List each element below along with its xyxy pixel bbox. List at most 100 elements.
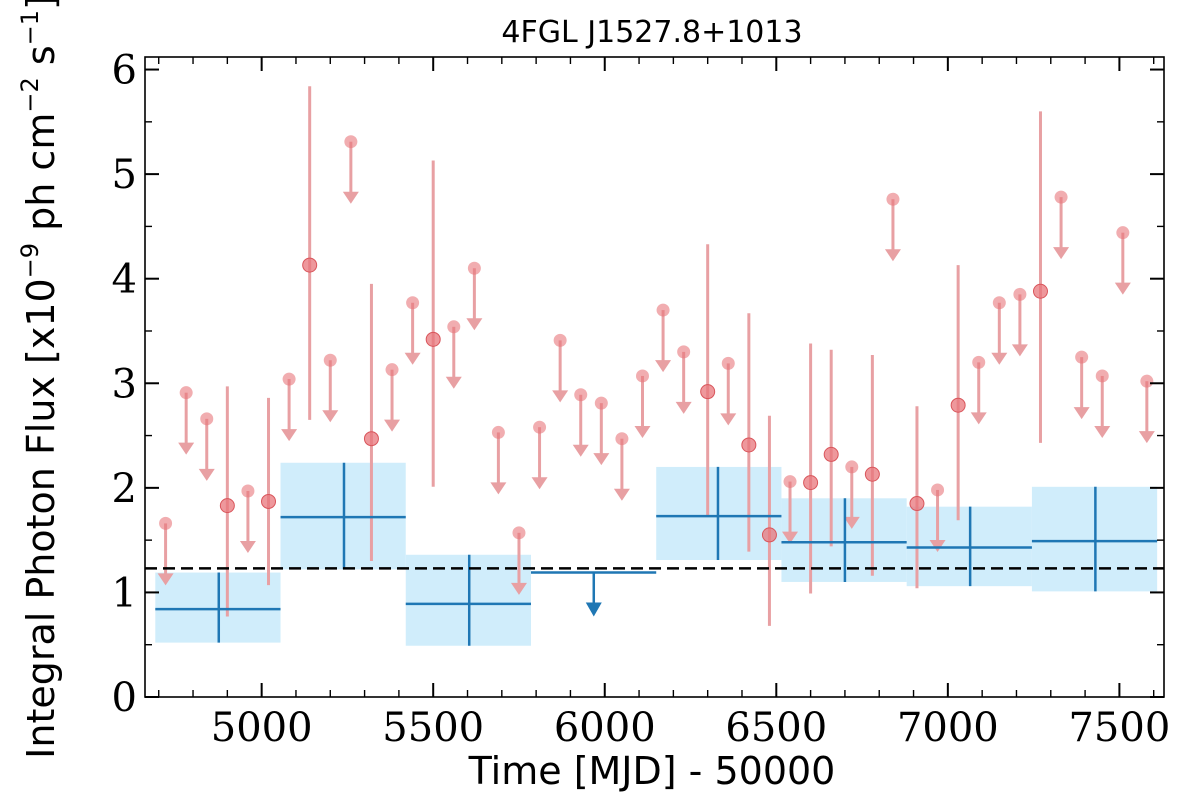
short-bin-12 <box>404 296 421 365</box>
short-bin-marker <box>635 369 649 383</box>
short-bin-marker <box>1054 190 1068 204</box>
short-bin-arrow-head <box>1114 282 1131 295</box>
short-bin-arrow-head <box>572 444 589 457</box>
short-bin-19 <box>552 333 569 403</box>
short-bin-11 <box>384 363 401 432</box>
short-bin-marker <box>741 437 757 453</box>
short-bin-arrow-head <box>929 539 946 552</box>
short-bin-40 <box>991 296 1008 365</box>
x-tick-label: 5500 <box>382 705 484 751</box>
short-bin-marker <box>282 372 296 386</box>
short-bin-points <box>157 86 1155 626</box>
short-bin-marker <box>261 493 277 509</box>
y-tick-label: 0 <box>112 675 137 721</box>
y-label-s: s <box>19 45 63 77</box>
short-bin-marker <box>864 466 880 482</box>
short-bin-21 <box>593 396 610 466</box>
short-bin-marker <box>363 431 379 447</box>
short-bin-arrow-head <box>490 482 507 495</box>
y-label-middle: ph cm <box>19 113 63 243</box>
short-bin-marker <box>344 135 358 149</box>
short-bin-arrow-head <box>675 401 692 414</box>
y-label-exp1: −9 <box>16 243 44 278</box>
short-bin-arrow-head <box>991 352 1008 365</box>
short-bin-marker <box>406 296 420 310</box>
x-tick-label: 5000 <box>211 705 313 751</box>
short-bin-marker <box>1116 226 1130 240</box>
short-bin-6 <box>281 372 298 442</box>
short-bin-marker <box>1095 369 1109 383</box>
short-bin-arrow-head <box>531 477 548 490</box>
short-bin-arrow-head <box>655 360 672 373</box>
short-bin-10 <box>363 283 379 562</box>
short-bin-arrow-head <box>1138 431 1155 444</box>
short-bin-8 <box>322 353 339 423</box>
x-tick-label: 7500 <box>1068 705 1170 751</box>
y-tick-label: 2 <box>112 466 137 512</box>
short-bin-45 <box>1094 369 1111 438</box>
short-bin-26 <box>700 244 716 517</box>
short-bin-marker <box>302 257 318 273</box>
short-bin-marker <box>886 192 900 206</box>
short-bin-marker <box>721 356 735 370</box>
short-bin-13 <box>425 160 441 487</box>
short-bin-marker <box>533 420 547 434</box>
y-label-exp3: −1 <box>16 10 44 45</box>
short-bin-46 <box>1114 226 1131 295</box>
long-bin-3 <box>530 571 657 617</box>
short-bin-17 <box>510 526 527 595</box>
long-bin-arrow-head <box>585 602 602 617</box>
y-tick-label: 1 <box>112 570 137 616</box>
short-bin-35 <box>884 192 901 262</box>
short-bin-marker <box>1032 283 1048 299</box>
short-bin-arrow-head <box>1011 344 1028 357</box>
short-bin-marker <box>909 496 925 512</box>
short-bin-arrow-head <box>198 468 215 481</box>
long-bin-points <box>155 462 1158 646</box>
short-bin-marker <box>425 331 441 347</box>
short-bin-marker <box>677 345 691 359</box>
y-tick-label: 3 <box>112 361 137 407</box>
short-bin-marker <box>803 475 819 491</box>
short-bin-4 <box>239 484 256 553</box>
short-bin-arrow-head <box>782 531 799 544</box>
short-bin-41 <box>1011 287 1028 357</box>
short-bin-marker <box>574 388 588 402</box>
short-bin-0 <box>157 516 174 586</box>
short-bin-38 <box>950 265 966 521</box>
y-label-suffix: ] <box>19 0 63 10</box>
short-bin-marker <box>491 425 505 439</box>
short-bin-36 <box>909 406 925 589</box>
short-bin-39 <box>970 355 987 425</box>
y-tick-label: 6 <box>112 48 137 94</box>
short-bin-20 <box>572 388 589 457</box>
short-bin-arrow-head <box>1094 425 1111 438</box>
short-bin-marker <box>783 475 797 489</box>
long-bin-7 <box>1031 486 1158 592</box>
short-bin-arrow-head <box>720 413 737 426</box>
short-bin-arrow-head <box>1053 247 1070 260</box>
short-bin-marker <box>950 397 966 413</box>
long-bin-1 <box>280 462 406 570</box>
short-bin-marker <box>594 396 608 410</box>
short-bin-marker <box>1075 350 1089 364</box>
short-bin-marker <box>823 446 839 462</box>
short-bin-marker <box>700 384 716 400</box>
long-bin-2 <box>405 554 531 646</box>
short-bin-arrow-head <box>404 352 421 365</box>
short-bin-arrow-head <box>634 425 651 438</box>
short-bin-arrow-head <box>1073 407 1090 420</box>
long-bin-6 <box>906 506 1032 587</box>
short-bin-marker <box>200 412 214 426</box>
y-axis-label: Integral Photon Flux [x10−9 ph cm−2 s−1] <box>16 0 63 759</box>
short-bin-arrow-head <box>445 376 462 389</box>
short-bin-marker <box>845 460 859 474</box>
x-tick-label: 6500 <box>725 705 827 751</box>
short-bin-16 <box>490 425 507 495</box>
short-bin-arrow-head <box>970 412 987 425</box>
short-bin-29 <box>761 415 777 626</box>
tick-labels: 5000 5500 6000 6500 7000 7500 0 1 2 3 4 5 6 <box>112 48 1171 751</box>
short-bin-2 <box>198 412 215 481</box>
long-bin-5 <box>781 498 907 582</box>
short-bin-marker <box>931 483 945 497</box>
